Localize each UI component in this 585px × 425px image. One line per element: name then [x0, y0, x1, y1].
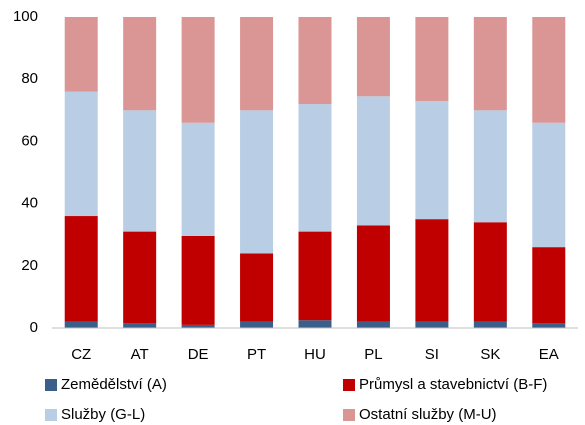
bar-segment — [473, 222, 507, 322]
bar-segment — [123, 17, 157, 111]
bar-segment — [298, 320, 332, 328]
bar-segment — [532, 323, 566, 328]
x-tick-label: EA — [539, 346, 559, 363]
bar-segment — [356, 321, 390, 328]
bar-segment — [298, 104, 332, 232]
bar-segment — [298, 231, 332, 321]
legend-swatch — [343, 409, 355, 421]
legend-swatch — [45, 409, 57, 421]
bar-segment — [473, 110, 507, 223]
bar-segment — [123, 110, 157, 232]
bar-segment — [64, 91, 98, 217]
x-tick-label: HU — [304, 346, 326, 363]
bar-segment — [356, 225, 390, 322]
bar-segment — [532, 17, 566, 123]
bar-segment — [532, 247, 566, 324]
bar-segment — [356, 96, 390, 226]
legend-label: Zemědělství (A) — [61, 376, 167, 393]
y-tick-label: 20 — [21, 257, 38, 274]
x-tick-label: SI — [425, 346, 439, 363]
bar-segment — [181, 122, 215, 236]
x-tick-label: PT — [247, 346, 266, 363]
bar-segment — [532, 122, 566, 248]
bar-segment — [240, 321, 274, 328]
bar-segment — [64, 321, 98, 328]
x-tick-label: CZ — [71, 346, 91, 363]
bar-segment — [240, 110, 274, 254]
x-tick-label: PL — [364, 346, 382, 363]
y-tick-label: 100 — [13, 8, 38, 25]
bar-segment — [415, 219, 449, 322]
legend-swatch — [45, 379, 57, 391]
bar-segment — [64, 17, 98, 92]
x-tick-label: AT — [131, 346, 149, 363]
bar-segment — [181, 235, 215, 325]
x-tick-label: DE — [188, 346, 209, 363]
x-tick-label: SK — [480, 346, 500, 363]
y-tick-label: 60 — [21, 132, 38, 149]
legend-label: Ostatní služby (M-U) — [359, 406, 497, 423]
bar-segment — [356, 17, 390, 97]
bar-segment — [298, 17, 332, 105]
bar-segment — [123, 231, 157, 324]
y-tick-label: 80 — [21, 70, 38, 87]
bar-segment — [415, 100, 449, 220]
bar-segment — [181, 17, 215, 123]
bar-segment — [181, 324, 215, 328]
bar-segment — [415, 17, 449, 101]
bar-segment — [240, 17, 274, 111]
bar-segment — [473, 321, 507, 328]
y-tick-label: 0 — [30, 319, 38, 336]
bar-segment — [240, 253, 274, 322]
bar-segment — [473, 17, 507, 111]
legend-label: Služby (G-L) — [61, 406, 145, 423]
bar-segment — [123, 323, 157, 328]
bar-segment — [415, 321, 449, 328]
legend-label: Průmysl a stavebnictví (B-F) — [359, 376, 547, 393]
y-tick-label: 40 — [21, 195, 38, 212]
bar-segment — [64, 216, 98, 322]
legend-swatch — [343, 379, 355, 391]
